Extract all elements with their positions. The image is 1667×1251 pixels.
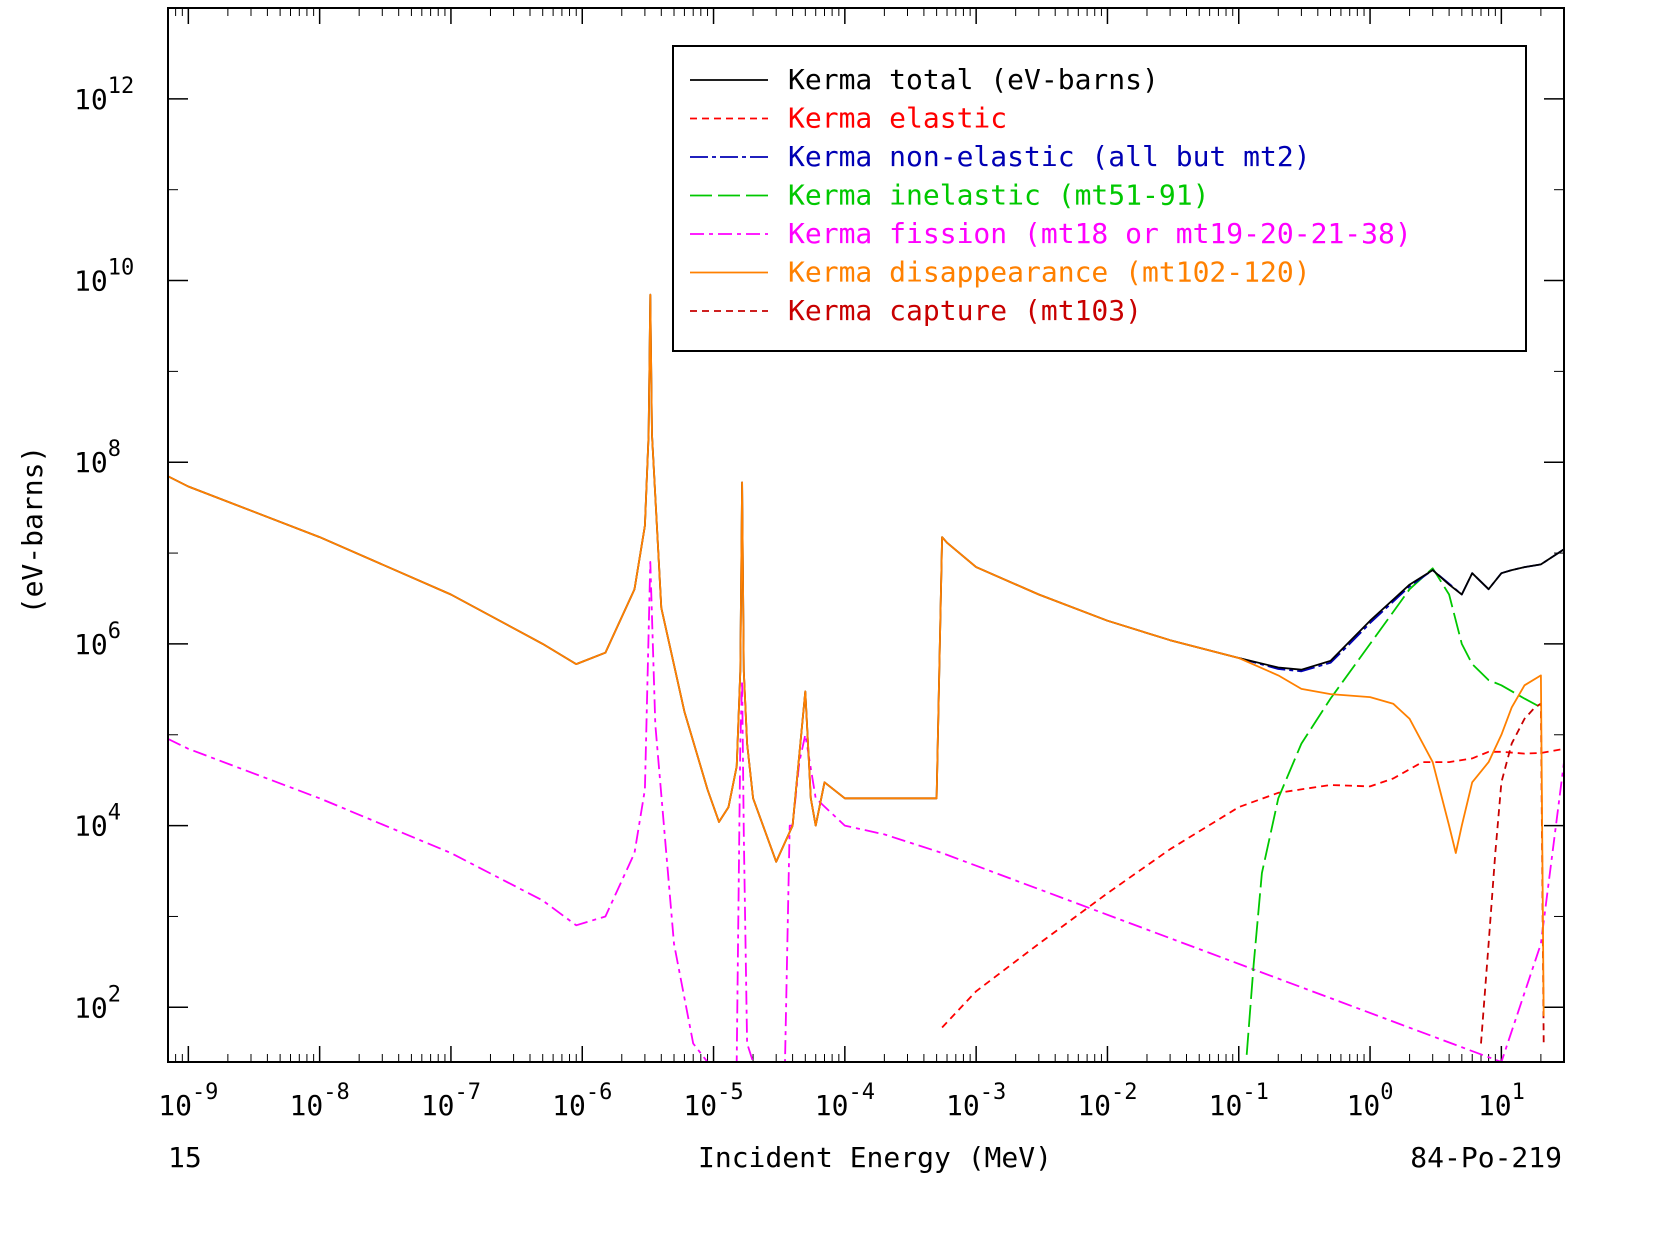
legend: Kerma total (eV-barns) Kerma elastic Kerma… [672,45,1527,352]
x-tick-labels: 10-9 10-8 10-7 10-6 10-5 10-4 10-3 10-2 10-1 100 1… [158,1080,1525,1122]
y-tick-label-base: 10 [74,991,108,1024]
x-tick-label: 10-6 [552,1080,612,1122]
x-tick-label-exponent: -7 [455,1080,482,1105]
minor-tick-marks [167,8,1564,1062]
x-tick-label-exponent: -9 [192,1080,219,1105]
x-axis-label: Incident Energy (MeV) [698,1141,1052,1174]
x-tick-label-exponent: -1 [1242,1080,1269,1105]
x-tick-label: 10-1 [1209,1080,1269,1122]
legend-label-1: Kerma elastic [788,102,1007,135]
y-tick-label-base: 10 [74,265,108,298]
x-tick-label-exponent: -3 [980,1080,1007,1105]
x-tick-label-exponent: -4 [848,1080,875,1105]
y-tick-label: 104 [74,801,121,843]
x-tick-label-exponent: 0 [1380,1080,1393,1105]
y-tick-label-exponent: 4 [108,801,121,826]
y-tick-label-exponent: 10 [108,256,135,281]
legend-label-4: Kerma fission (mt18 or mt19-20-21-38) [788,217,1412,250]
series-line-2 [1238,548,1564,673]
x-tick-label-base: 10 [421,1089,455,1122]
x-tick-label-base: 10 [1077,1089,1111,1122]
x-tick-label: 10-7 [421,1080,481,1122]
legend-label-0: Kerma total (eV-barns) [788,63,1159,96]
x-tick-label-base: 10 [946,1089,980,1122]
x-tick-label-base: 10 [1347,1089,1381,1122]
legend-box [672,45,1527,352]
x-tick-label-exponent: -6 [586,1080,613,1105]
series-line-1 [941,747,1564,1029]
series-line-0 [168,293,1564,863]
y-tick-label-base: 10 [74,446,108,479]
major-tick-marks [168,8,1564,1062]
x-tick-label-exponent: -8 [323,1080,350,1105]
y-tick-label-exponent: 12 [108,74,135,99]
x-tick-label-base: 10 [290,1089,324,1122]
plot-frame [167,7,1565,1063]
x-tick-label-exponent: 1 [1512,1080,1525,1105]
x-tick-label: 10-2 [1077,1080,1137,1122]
x-tick-label: 10-4 [815,1080,875,1122]
x-tick-label-base: 10 [1209,1089,1243,1122]
y-tick-label-exponent: 8 [108,437,121,462]
x-tick-label-exponent: -5 [717,1080,744,1105]
x-tick-label-base: 10 [158,1089,192,1122]
x-tick-label: 10-3 [946,1080,1006,1122]
x-tick-label-base: 10 [552,1089,586,1122]
series-line-4 [168,561,1564,1062]
y-tick-label-base: 10 [74,810,108,843]
series-layer [168,293,1564,1062]
y-tick-label: 106 [74,619,121,661]
y-tick-label: 108 [74,437,121,479]
series-line-5 [168,293,1545,1017]
y-axis-label: (eV-barns) [16,446,49,615]
legend-label-5: Kerma disappearance (mt102-120) [788,256,1311,289]
corner-label-left: 15 [168,1141,202,1174]
x-tick-label: 101 [1478,1080,1525,1122]
x-tick-label: 10-8 [290,1080,350,1122]
legend-label-3: Kerma inelastic (mt51-91) [788,179,1209,212]
y-tick-label: 102 [74,982,121,1024]
y-tick-label-base: 10 [74,628,108,661]
y-tick-label: 1010 [74,256,134,298]
y-tick-label-exponent: 6 [108,619,121,644]
series-line-3 [1245,567,1542,1055]
y-tick-label: 1012 [74,74,134,116]
legend-label-2: Kerma non-elastic (all but mt2) [788,140,1311,173]
corner-label-right: 84-Po-219 [1410,1141,1562,1174]
x-tick-label: 10-5 [683,1080,743,1122]
series-line-6 [1480,702,1545,1044]
x-tick-label-base: 10 [1478,1089,1512,1122]
x-tick-label: 10-9 [158,1080,218,1122]
x-tick-label-exponent: -2 [1111,1080,1138,1105]
y-tick-label-base: 10 [74,83,108,116]
x-tick-label: 100 [1347,1080,1394,1122]
legend-label-6: Kerma capture (mt103) [788,294,1142,327]
y-tick-label-exponent: 2 [108,982,121,1007]
x-tick-label-base: 10 [815,1089,849,1122]
x-tick-label-base: 10 [683,1089,717,1122]
